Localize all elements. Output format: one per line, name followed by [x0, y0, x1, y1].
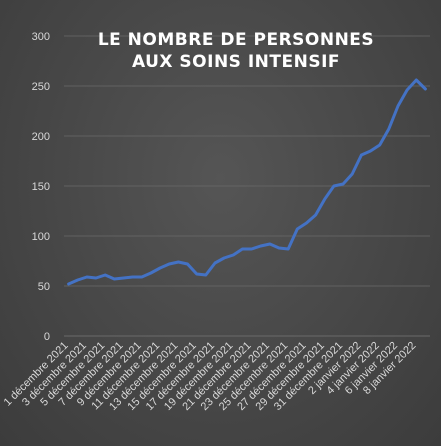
- series-layer: [67, 78, 427, 286]
- chart-title: LE NOMBRE DE PERSONNES AUX SOINS INTENSI…: [98, 30, 374, 72]
- data-point: [250, 247, 253, 251]
- data-point: [232, 253, 235, 257]
- data-point: [378, 143, 381, 147]
- data-point: [177, 260, 180, 264]
- data-point: [259, 244, 262, 248]
- data-point: [113, 277, 116, 281]
- gridlines: [64, 35, 430, 337]
- data-point: [286, 247, 290, 251]
- data-point: [314, 213, 317, 217]
- data-point: [222, 256, 226, 260]
- data-point: [122, 276, 125, 280]
- y-axis-ticks: 0 50 100 150 200 250 300: [32, 31, 50, 343]
- data-point: [195, 272, 198, 276]
- data-point: [424, 87, 427, 91]
- data-point: [296, 227, 299, 231]
- data-point: [103, 273, 107, 277]
- data-point: [323, 197, 326, 201]
- data-point: [341, 182, 345, 186]
- data-point: [85, 275, 89, 279]
- data-point: [149, 271, 153, 275]
- data-point: [332, 184, 336, 188]
- data-point: [213, 261, 217, 265]
- data-point: [277, 246, 281, 250]
- y-tick-label: 250: [32, 81, 50, 93]
- data-point: [387, 127, 391, 131]
- data-point: [360, 153, 363, 157]
- data-point: [158, 266, 162, 270]
- data-point: [268, 242, 272, 246]
- data-point: [351, 172, 354, 176]
- y-tick-label: 100: [32, 231, 50, 243]
- data-point: [67, 282, 70, 286]
- data-point: [168, 262, 171, 266]
- data-point: [76, 278, 79, 282]
- data-point: [140, 275, 143, 279]
- data-point: [405, 88, 409, 92]
- data-point: [131, 275, 134, 279]
- chart-title-line-1: LE NOMBRE DE PERSONNES: [98, 30, 374, 50]
- data-point: [241, 247, 244, 251]
- data-point: [415, 78, 418, 82]
- y-tick-label: 300: [32, 31, 50, 43]
- y-tick-label: 150: [32, 181, 50, 193]
- y-tick-label: 200: [32, 131, 50, 143]
- series-line-0: [67, 78, 427, 286]
- data-point: [186, 262, 189, 266]
- chart-title-line-2: AUX SOINS INTENSIF: [132, 52, 340, 72]
- data-point: [369, 149, 372, 153]
- data-point: [305, 221, 308, 225]
- data-point: [204, 273, 208, 277]
- data-point: [396, 104, 400, 108]
- y-tick-label: 50: [38, 281, 50, 293]
- y-tick-label: 0: [44, 331, 50, 343]
- data-point: [94, 276, 98, 280]
